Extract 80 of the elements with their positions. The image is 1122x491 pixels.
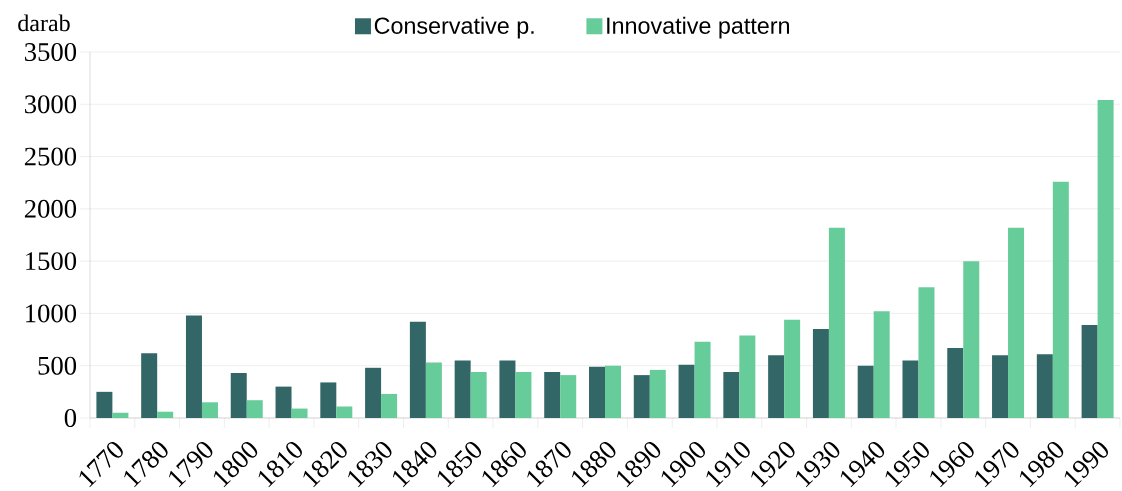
- bar: [1008, 227, 1025, 418]
- x-tick-label: 1920: [751, 441, 795, 488]
- y-tick-label: 1500: [26, 252, 77, 271]
- bar: [918, 287, 935, 418]
- x-tick-label: 1910: [706, 441, 750, 488]
- bar: [784, 319, 801, 418]
- x-tick-label: 1980: [1019, 441, 1064, 488]
- x-tick-label: 1780: [124, 441, 168, 488]
- bar: [454, 360, 471, 418]
- bar: [246, 400, 263, 418]
- bar: [812, 329, 829, 418]
- bar: [678, 364, 695, 418]
- bar: [499, 360, 516, 418]
- bar: [902, 360, 919, 418]
- bar: [992, 355, 1009, 418]
- bar: [201, 402, 218, 418]
- x-tick-label: 1800: [213, 441, 258, 488]
- bar: [157, 411, 174, 418]
- x-tick-label: 1950: [885, 441, 929, 488]
- bar: [1036, 354, 1053, 418]
- bar: [828, 227, 845, 418]
- bar: [544, 371, 561, 418]
- bar: [409, 321, 426, 418]
- x-tick-label: 1930: [795, 441, 840, 488]
- y-tick-label: 3000: [25, 95, 77, 114]
- bar: [230, 373, 247, 418]
- x-tick-label: 1810: [258, 441, 302, 488]
- x-tick-label: 1870: [527, 441, 571, 488]
- bar: [1052, 181, 1069, 418]
- y-tick-label: 500: [38, 356, 77, 375]
- bar: [873, 311, 890, 418]
- bar: [112, 412, 129, 418]
- bar: [1097, 100, 1114, 418]
- bar: [649, 369, 666, 418]
- bar: [365, 367, 382, 418]
- x-tick-label: 1840: [392, 441, 437, 488]
- bar: [857, 365, 874, 418]
- x-tick-label: 1820: [303, 441, 347, 488]
- x-tick-label: 1990: [1064, 441, 1109, 488]
- bar: [1081, 324, 1098, 418]
- bar: [320, 382, 337, 418]
- bar: [605, 365, 621, 418]
- bar: [694, 341, 711, 418]
- y-tick-label: 1000: [26, 304, 77, 323]
- y-tick-label: 0: [64, 408, 77, 427]
- bar: [96, 391, 113, 418]
- x-tick-label: 1850: [437, 441, 482, 488]
- legend-label: Innovative pattern: [607, 16, 790, 39]
- bar: [425, 362, 442, 418]
- x-tick-label: 1890: [616, 441, 661, 488]
- bar: [723, 371, 740, 418]
- bar: [291, 408, 308, 418]
- y-tick-label: 2000: [24, 199, 77, 218]
- bar: [963, 261, 980, 418]
- bar: [947, 347, 964, 418]
- bar: [381, 393, 398, 418]
- x-tick-label: 1940: [840, 441, 885, 488]
- bar: [768, 355, 785, 418]
- bar: [739, 335, 756, 418]
- y-tick-label: 3500: [25, 43, 77, 61]
- bar: [275, 386, 292, 418]
- y-axis-title: darab: [18, 14, 70, 32]
- y-tick-label: 2500: [24, 147, 77, 166]
- x-tick-label: 1880: [572, 441, 616, 488]
- bar: [470, 371, 487, 418]
- x-tick-label: 1770: [79, 441, 123, 488]
- legend-label: Conservative p.: [374, 16, 534, 39]
- bar: [633, 375, 650, 418]
- x-tick-label: 1860: [482, 441, 526, 488]
- x-tick-label: 1970: [975, 441, 1019, 488]
- x-tick-label: 1900: [661, 441, 706, 488]
- bar: [589, 366, 605, 418]
- bar: [141, 353, 158, 418]
- x-tick-label: 1830: [348, 441, 392, 488]
- x-tick-label: 1790: [169, 441, 213, 488]
- bar: [515, 371, 532, 418]
- bar: [336, 406, 353, 418]
- x-tick-label: 1960: [930, 441, 974, 488]
- bar: [185, 315, 202, 418]
- bar: [560, 375, 577, 418]
